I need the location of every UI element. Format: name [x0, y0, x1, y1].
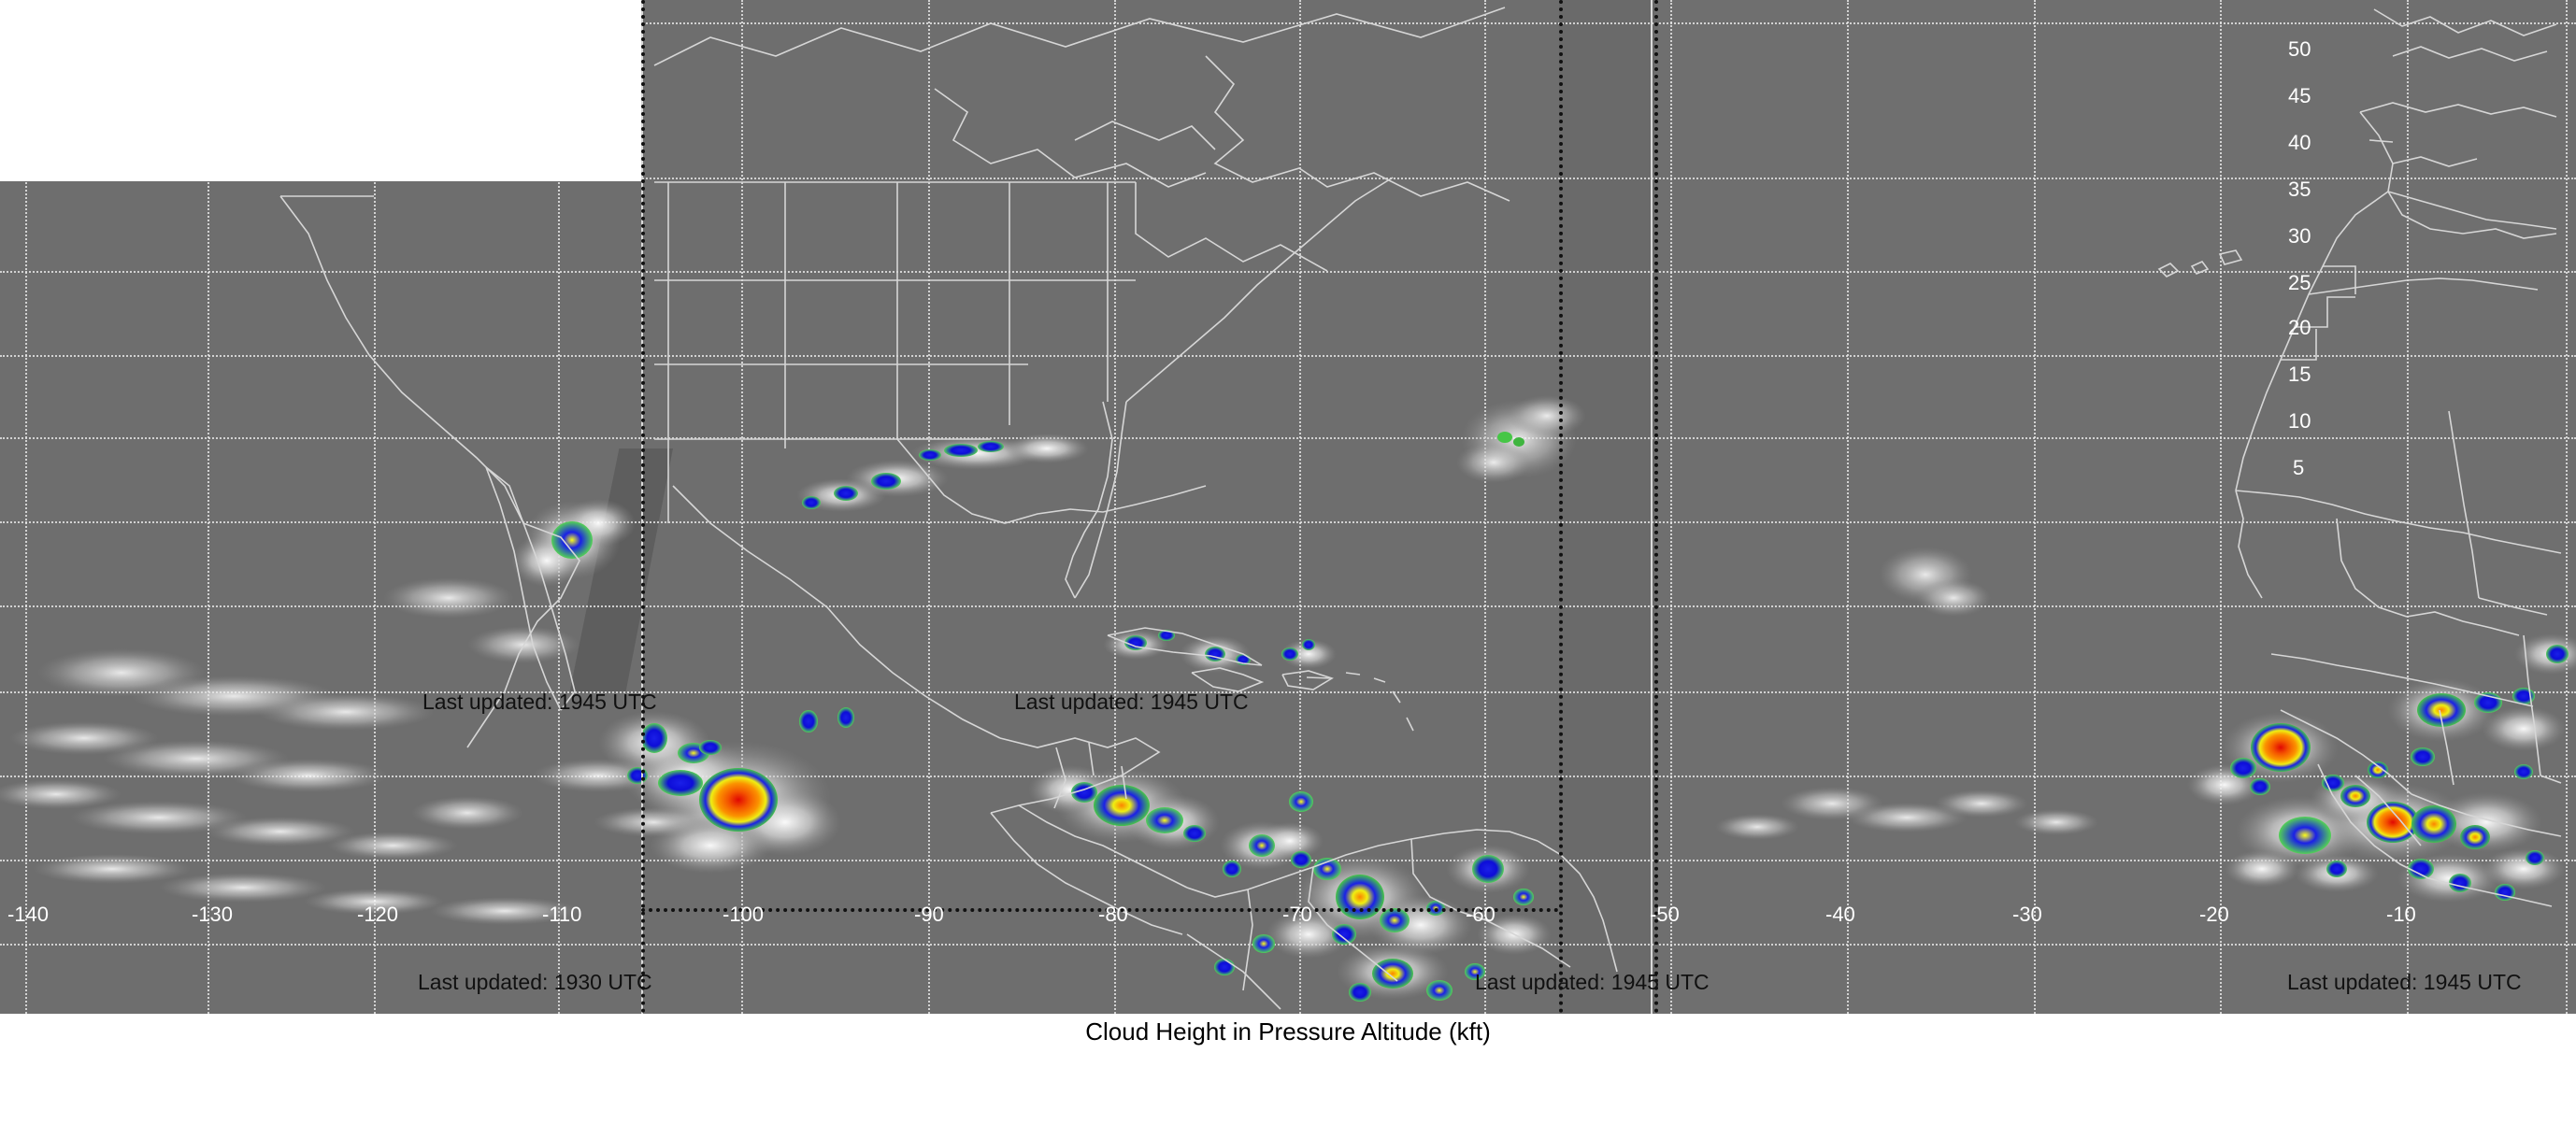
longitude-label--120: -120 [357, 903, 399, 926]
latitude-label-50: 50 [2288, 37, 2311, 61]
latitude-label-10: 10 [2288, 409, 2311, 433]
longitude-label--100: -100 [723, 903, 765, 926]
legend-title: Cloud Height in Pressure Altitude (kft) [1085, 1017, 1491, 1046]
longitude-label--140: -140 [7, 903, 50, 926]
panel-separator-east [1651, 0, 1653, 1014]
last-updated-stamp-2: Last updated: 1945 UTC [1014, 690, 1249, 714]
longitude-label--70: -70 [1282, 903, 1312, 926]
longitude-label--30: -30 [2012, 903, 2042, 926]
longitude-label--80: -80 [1098, 903, 1128, 926]
latitude-label-40: 40 [2288, 131, 2311, 154]
last-updated-stamp-4: Last updated: 1945 UTC [2287, 970, 2522, 994]
longitude-label--60: -60 [1466, 903, 1496, 926]
last-updated-stamp-1: Last updated: 1945 UTC [422, 690, 657, 714]
latitude-label-5: 5 [2293, 456, 2305, 479]
longitude-label--130: -130 [192, 903, 234, 926]
latitude-label-15: 15 [2288, 363, 2311, 386]
longitude-label--20: -20 [2199, 903, 2229, 926]
longitude-label--50: -50 [1650, 903, 1680, 926]
latitude-label-20: 20 [2288, 316, 2311, 339]
sector-boundary-vertical-0 [641, 0, 645, 1014]
no-data-region [0, 0, 641, 181]
satellite-panel-meteosat[interactable] [1654, 0, 2576, 1014]
colorbar-legend: Cloud Height in Pressure Altitude (kft) … [0, 1014, 2576, 1124]
sector-boundary-vertical-2 [1654, 0, 1658, 1014]
latitude-label-30: 30 [2288, 224, 2311, 248]
satellite-panel-goes-east[interactable] [1559, 0, 1654, 1014]
map-canvas[interactable]: -140 -130 -120 -110 -100 -90 -80 -70 -60 -50 -40 -3… [0, 0, 2576, 1014]
latitude-label-35: 35 [2288, 178, 2311, 201]
longitude-label--90: -90 [914, 903, 944, 926]
sector-boundary-vertical-1 [1559, 0, 1563, 1014]
longitude-label--40: -40 [1825, 903, 1855, 926]
latitude-label-45: 45 [2288, 84, 2311, 107]
longitude-label--110: -110 [542, 903, 582, 926]
latitude-label-25: 25 [2288, 271, 2311, 294]
longitude-label--10: -10 [2386, 903, 2416, 926]
last-updated-stamp-3: Last updated: 1945 UTC [1475, 970, 1710, 994]
last-updated-stamp-0: Last updated: 1930 UTC [418, 970, 652, 994]
